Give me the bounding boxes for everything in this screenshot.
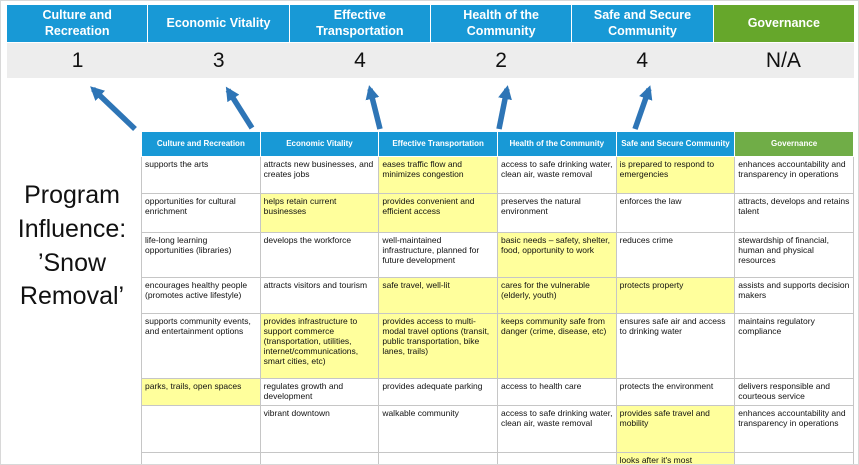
matrix-cell-r6-c5: protects the environment	[615, 378, 736, 406]
summary-header-health-of-the-community: Health of the Community	[430, 5, 572, 42]
matrix-cell-r6-c6: delivers responsible and courteous servi…	[734, 378, 854, 406]
matrix-cell-r3-c6: stewardship of financial, human and phys…	[734, 232, 854, 278]
summary-score-culture-and-recreation: 1	[71, 48, 84, 72]
arrow-health-of-the-community	[496, 85, 512, 130]
matrix-cell-r2-c3: provides convenient and efficient access	[378, 193, 498, 233]
summary-header-economic-vitality: Economic Vitality	[148, 5, 289, 42]
matrix-cell-r8-c4	[496, 452, 617, 464]
matrix-cell-r5-c2: provides infrastructure to support comme…	[259, 313, 380, 379]
matrix-row-1: supports the arts attracts new businesses…	[141, 156, 854, 194]
matrix-cell-r5-c6: maintains regulatory compliance	[734, 313, 854, 379]
matrix-cell-r5-c1: supports community events, and entertain…	[141, 313, 261, 379]
matrix-cell-r8-c2	[259, 452, 380, 464]
matrix-cell-r7-c4: access to safe drinking water, clean air…	[496, 405, 617, 453]
matrix-header-governance: Governance	[734, 131, 854, 157]
matrix-cell-r8-c5: looks after it's most vulnerable	[615, 452, 736, 464]
matrix-cell-r7-c5: provides safe travel and mobility	[615, 405, 736, 453]
matrix-cell-r6-c1: parks, trails, open spaces	[141, 378, 261, 406]
matrix-cell-r7-c2: vibrant downtown	[259, 405, 380, 453]
matrix-cell-r8-c3	[378, 452, 498, 464]
matrix-header-economic-vitality: Economic Vitality	[259, 131, 380, 157]
matrix-header-health-of-the-community: Health of the Community	[496, 131, 617, 157]
matrix-cell-r7-c1	[141, 405, 261, 453]
arrow-culture-and-recreation	[90, 86, 137, 131]
summary-score-safe-and-secure-community: 4	[636, 48, 649, 72]
matrix-cell-r5-c4: keeps community safe from danger (crime,…	[496, 313, 617, 379]
summary-score-row: 1 3 4 2 4 N/A	[7, 43, 854, 78]
matrix-cell-r4-c4: cares for the vulnerable (elderly, youth…	[496, 277, 617, 314]
matrix-cell-r3-c5: reduces crime	[615, 232, 736, 278]
summary-score-effective-transportation: 4	[354, 48, 366, 72]
arrow-economic-vitality	[225, 86, 255, 130]
matrix-header-effective-transportation: Effective Transportation	[378, 131, 498, 157]
matrix-cell-r6-c2: regulates growth and development	[259, 378, 380, 406]
arrows-layer	[90, 85, 653, 131]
summary-score-governance: N/A	[765, 48, 801, 72]
summary-header-row: Culture and Recreation Economic Vitality E…	[7, 5, 854, 42]
matrix-cell-r3-c4: basic needs – safety, shelter, food, opp…	[496, 232, 617, 278]
matrix-cell-r4-c5: protects property	[615, 277, 736, 314]
matrix-cell-r4-c1: encourages healthy people (promotes acti…	[141, 277, 261, 314]
matrix-header-row: Culture and Recreation Economic Vitality E…	[141, 131, 854, 157]
summary-header-governance: Governance	[713, 5, 854, 42]
matrix-cell-r2-c6: attracts, develops and retains talent	[734, 193, 854, 233]
matrix-cell-r2-c5: enforces the law	[615, 193, 736, 233]
influence-matrix-table: Culture and Recreation Economic Vitality E…	[141, 131, 854, 464]
matrix-row-3: life-long learning opportunities (librar…	[141, 232, 854, 278]
matrix-cell-r1-c3: eases traffic flow and minimizes congest…	[378, 156, 498, 194]
matrix-cell-r4-c2: attracts visitors and tourism	[259, 277, 380, 314]
matrix-cell-r1-c6: enhances accountability and transparency…	[734, 156, 854, 194]
matrix-cell-r3-c3: well-maintained infrastructure, planned …	[378, 232, 498, 278]
matrix-row-7: vibrant downtown walkable community access…	[141, 405, 854, 453]
matrix-row-4: encourages healthy people (promotes acti…	[141, 277, 854, 314]
matrix-cell-r2-c1: opportunities for cultural enrichment	[141, 193, 261, 233]
matrix-cell-r4-c6: assists and supports decision makers	[734, 277, 854, 314]
summary-header-culture-and-recreation: Culture and Recreation	[7, 5, 148, 42]
matrix-cell-r4-c3: safe travel, well-lit	[378, 277, 498, 314]
summary-header-effective-transportation: Effective Transportation	[289, 5, 430, 42]
arrow-safe-and-secure-community	[632, 85, 653, 130]
matrix-cell-r8-c6	[734, 452, 854, 464]
summary-score-health-of-the-community: 2	[495, 48, 507, 72]
matrix-cell-r2-c2: helps retain current businesses	[259, 193, 380, 233]
matrix-cell-r1-c5: is prepared to respond to emergencies	[615, 156, 736, 194]
summary-header-safe-and-secure-community: Safe and Secure Community	[572, 5, 713, 42]
matrix-header-culture-and-recreation: Culture and Recreation	[141, 131, 261, 157]
matrix-cell-r2-c4: preserves the natural environment	[496, 193, 617, 233]
matrix-row-6: parks, trails, open spaces regulates grow…	[141, 378, 854, 406]
matrix-row-8: looks after it's most vulnerable	[141, 452, 854, 464]
matrix-header-safe-and-secure-community: Safe and Secure Community	[615, 131, 736, 157]
matrix-row-2: opportunities for cultural enrichment hel…	[141, 193, 854, 233]
matrix-cell-r1-c1: supports the arts	[141, 156, 261, 194]
matrix-cell-r5-c5: ensures safe air and access to drinking …	[615, 313, 736, 379]
matrix-cell-r6-c3: provides adequate parking	[378, 378, 498, 406]
matrix-cell-r1-c2: attracts new businesses, and creates job…	[259, 156, 380, 194]
arrow-effective-transportation	[365, 85, 383, 130]
matrix-cell-r7-c6: enhances accountability and transparency…	[734, 405, 854, 453]
matrix-cell-r3-c1: life-long learning opportunities (librar…	[141, 232, 261, 278]
matrix-cell-r3-c2: develops the workforce	[259, 232, 380, 278]
matrix-cell-r6-c4: access to health care	[496, 378, 617, 406]
program-influence-label: Program Influence: ’Snow Removal’	[17, 181, 127, 311]
matrix-cell-r1-c4: access to safe drinking water, clean air…	[496, 156, 617, 194]
matrix-row-5: supports community events, and entertain…	[141, 313, 854, 379]
matrix-cell-r7-c3: walkable community	[378, 405, 498, 453]
matrix-cell-r5-c3: provides access to multi-modal travel op…	[378, 313, 498, 379]
matrix-cell-r8-c1	[141, 452, 261, 464]
summary-score-economic-vitality: 3	[212, 48, 225, 72]
